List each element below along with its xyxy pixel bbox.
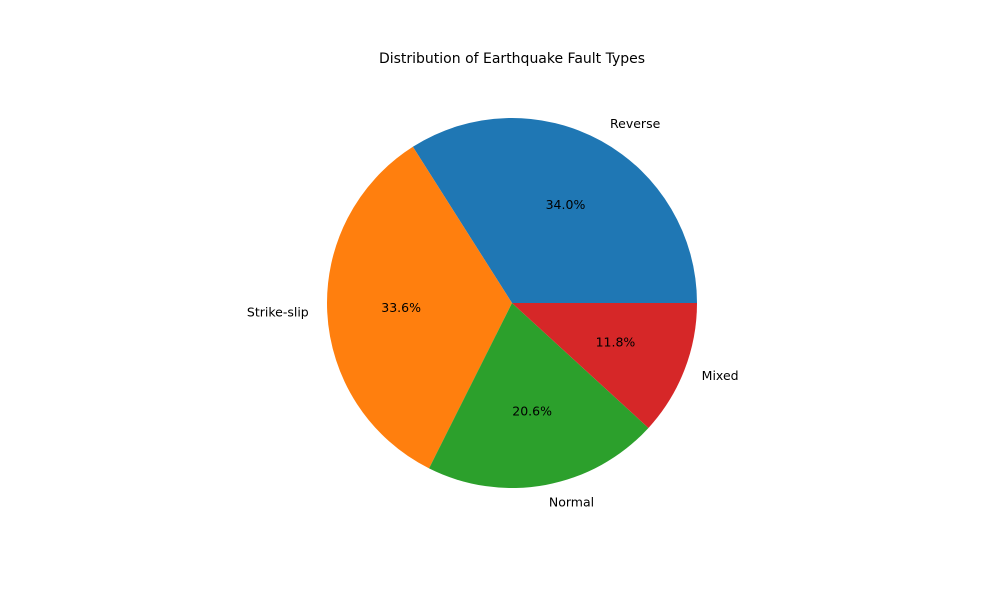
slice-label-mixed: Mixed	[702, 368, 739, 383]
pie-slice-mixed	[512, 303, 697, 428]
slice-label-strike-slip: Strike-slip	[247, 305, 309, 320]
pie-slices	[327, 117, 697, 489]
slice-percent-reverse: 34.0%	[546, 197, 586, 212]
slice-percent-strike-slip: 33.6%	[381, 300, 421, 315]
slice-label-normal: Normal	[549, 495, 594, 510]
slice-percent-mixed: 11.8%	[596, 335, 636, 350]
pie-labels: Reverse 34.0% Strike-slip 33.6% Normal 20.6% M…	[247, 116, 739, 509]
pie-slice-reverse	[412, 117, 697, 303]
slice-percent-normal: 20.6%	[512, 404, 552, 419]
pie-slice-normal	[429, 303, 649, 489]
chart-title: Distribution of Earthquake Fault Types	[379, 51, 645, 67]
pie-slice-strike-slip	[327, 146, 512, 469]
slice-label-reverse: Reverse	[610, 116, 661, 131]
